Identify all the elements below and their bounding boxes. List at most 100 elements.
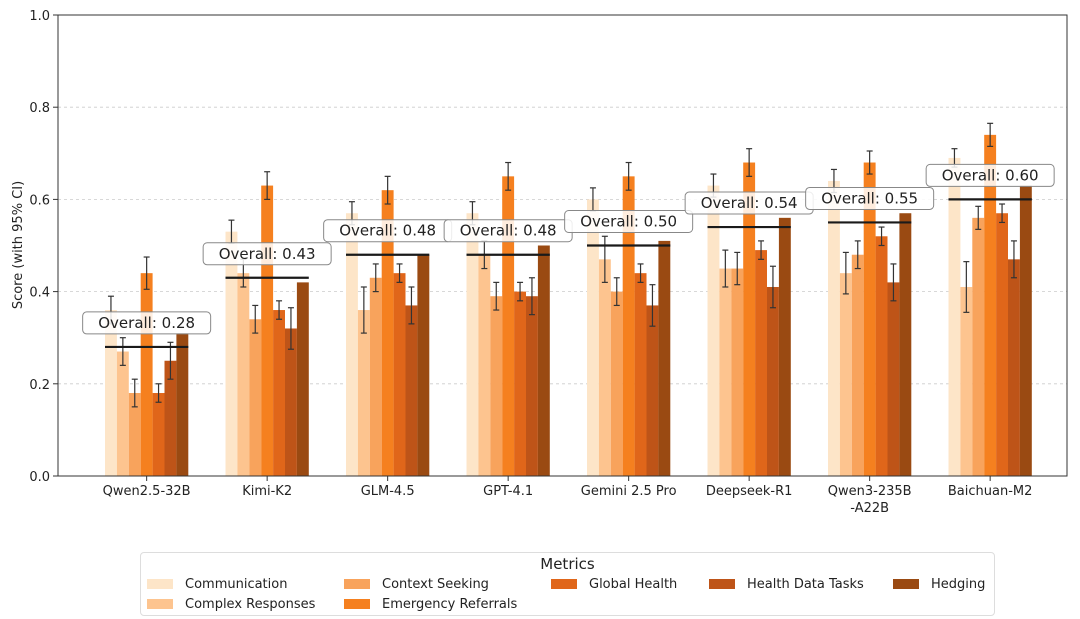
overall-label: Overall: 0.60 — [942, 166, 1039, 184]
bar — [116, 351, 129, 476]
y-tick-label: 0.6 — [29, 193, 50, 208]
legend-swatch — [147, 599, 173, 609]
bar — [237, 273, 250, 476]
bar — [502, 176, 515, 476]
overall-label-box — [202, 242, 332, 266]
legend-label: Global Health — [589, 576, 678, 592]
overall-label: Overall: 0.48 — [460, 222, 557, 240]
bars — [105, 134, 1032, 477]
legend-swatch — [344, 599, 370, 609]
bar — [261, 185, 274, 476]
bar — [176, 333, 189, 476]
legend-label: Emergency Referrals — [382, 596, 518, 612]
bar — [828, 180, 840, 476]
bar — [225, 231, 238, 476]
bar — [948, 157, 961, 476]
bar — [140, 273, 153, 476]
legend-item: Communication — [147, 575, 287, 593]
bar — [369, 277, 382, 476]
bar — [899, 213, 912, 477]
plot-frame — [57, 14, 1068, 477]
bar — [296, 282, 309, 476]
bar — [731, 268, 744, 476]
bar — [875, 236, 888, 476]
overall-label-box — [805, 186, 935, 210]
overall-label: Overall: 0.43 — [219, 245, 316, 263]
overall-label: Overall: 0.48 — [339, 222, 436, 240]
bar — [984, 134, 997, 477]
y-axis-label: Score (with 95% CI) — [11, 181, 26, 309]
bar — [105, 310, 117, 476]
overall-label: Overall: 0.55 — [821, 189, 918, 207]
legend-item: Health Data Tasks — [709, 575, 864, 593]
bar — [514, 291, 526, 476]
bar — [658, 240, 671, 476]
legend-swatch — [709, 579, 735, 589]
legend: Metrics Communication Complex Responses Co… — [140, 552, 995, 616]
bar — [1008, 259, 1020, 476]
bar — [273, 310, 285, 476]
y-tick-label: 1.0 — [29, 9, 50, 24]
x-tick-label: Gemini 2.5 Pro — [581, 484, 677, 499]
overall-label-box — [564, 210, 694, 233]
bar — [778, 217, 791, 476]
overall-label: Overall: 0.50 — [580, 213, 677, 231]
x-tick-label: GLM-4.5 — [361, 484, 415, 499]
legend-swatch — [344, 579, 370, 589]
bar — [1019, 185, 1032, 476]
legend-label: Health Data Tasks — [747, 576, 864, 592]
bar — [164, 360, 177, 476]
bar — [743, 162, 756, 476]
bar — [646, 305, 659, 476]
bar — [863, 162, 876, 476]
bar — [417, 254, 430, 476]
legend-label: Context Seeking — [382, 576, 489, 592]
bar — [587, 199, 599, 476]
x-tick-label: Qwen2.5-32B — [103, 484, 191, 499]
bar — [755, 250, 767, 476]
x-tick-label: Baichuan-M2 — [948, 484, 1033, 499]
bar — [249, 319, 262, 476]
bar — [381, 190, 394, 476]
bar — [634, 273, 647, 476]
bar — [393, 273, 406, 476]
legend-item: Global Health — [551, 575, 677, 593]
legend-item: Hedging — [893, 575, 985, 593]
bar — [466, 213, 479, 477]
bar — [128, 393, 141, 476]
bar — [346, 213, 358, 477]
y-tick-label: 0.8 — [29, 101, 50, 116]
bar — [887, 282, 900, 476]
legend-title: Metrics — [540, 555, 595, 573]
error-bars — [107, 122, 1017, 408]
bar — [285, 328, 297, 476]
bar — [622, 176, 635, 476]
bar — [851, 254, 864, 476]
legend-swatch — [551, 579, 577, 589]
x-tick-label: Kimi-K2 — [242, 484, 292, 499]
x-tick-label: GPT-4.1 — [483, 484, 533, 499]
bar — [537, 245, 550, 476]
legend-label: Communication — [185, 576, 288, 592]
overall-label-box — [82, 311, 212, 335]
x-tick-label: -A22B — [850, 501, 889, 516]
y-tick-label: 0.2 — [29, 378, 50, 393]
bar — [960, 286, 973, 476]
bar — [490, 296, 503, 476]
bar — [152, 393, 165, 476]
bar — [996, 213, 1008, 477]
legend-item: Emergency Referrals — [344, 595, 517, 613]
legend-label: Complex Responses — [185, 596, 316, 612]
legend-swatch — [147, 579, 173, 589]
overall-label: Overall: 0.28 — [98, 314, 195, 332]
y-tick-label: 0.0 — [29, 470, 50, 485]
bar — [719, 268, 732, 476]
legend-item: Context Seeking — [344, 575, 489, 593]
overall-label-box — [925, 163, 1055, 187]
bar — [598, 259, 611, 476]
legend-label: Hedging — [931, 576, 986, 592]
overall-markers: Overall: 0.28 Overall: 0.43 Overall: 0.48 O… — [82, 163, 1055, 349]
axes: 0.0 0.2 0.4 0.6 0.8 1.0 Qwen2.5-32B Kimi-K2 GLM-… — [29, 9, 1032, 516]
overall-label: Overall: 0.54 — [701, 194, 798, 212]
bar — [610, 291, 623, 476]
